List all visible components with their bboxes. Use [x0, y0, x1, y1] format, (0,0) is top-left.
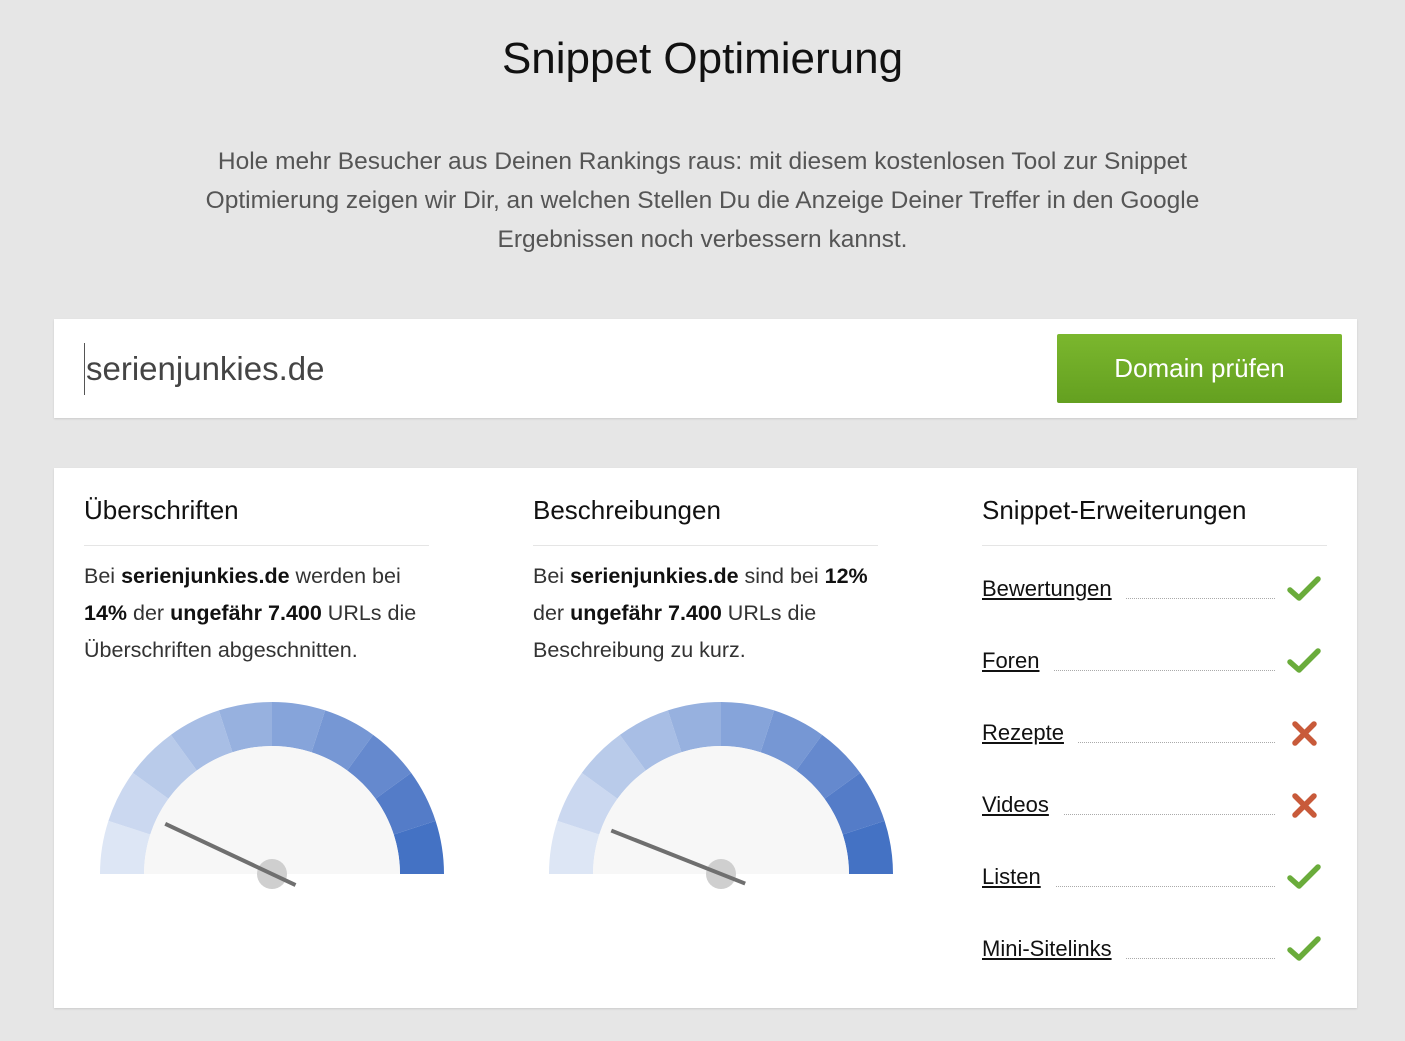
- extension-link-listen[interactable]: Listen: [982, 864, 1055, 890]
- gauge-needle: [610, 828, 746, 886]
- cross-icon: [1292, 793, 1317, 818]
- dotted-leader: [982, 742, 1275, 743]
- intro-text: Hole mehr Besucher aus Deinen Rankings r…: [205, 148, 1200, 253]
- text-fragment: sind bei: [738, 564, 825, 588]
- gauge-segment: [721, 702, 775, 753]
- gauge-segment: [557, 772, 618, 835]
- percent-value: 12%: [824, 564, 868, 588]
- extension-link-bewertungen[interactable]: Bewertungen: [982, 576, 1126, 602]
- dotted-leader: [982, 886, 1275, 887]
- search-card: Domain prüfen: [54, 319, 1357, 418]
- gauge-segment: [108, 772, 169, 835]
- gauge-segment: [619, 710, 682, 771]
- gauge-needle: [164, 821, 297, 887]
- domain-check-button[interactable]: Domain prüfen: [1057, 334, 1342, 403]
- gauge-segment: [375, 772, 436, 835]
- extension-link-videos[interactable]: Videos: [982, 792, 1063, 818]
- check-icon: [1287, 576, 1321, 601]
- descriptions-title: Beschreibungen: [533, 468, 878, 546]
- dotted-leader: [982, 670, 1275, 671]
- gauge-segment: [760, 710, 823, 771]
- gauge-segment: [311, 710, 374, 771]
- check-icon: [1287, 648, 1321, 673]
- extensions-title: Snippet-Erweiterungen: [982, 468, 1327, 546]
- extension-link-foren[interactable]: Foren: [982, 648, 1054, 674]
- domain-name: serienjunkies.de: [570, 564, 739, 588]
- headings-column: Überschriften Bei serienjunkies.de werde…: [84, 468, 444, 889]
- headings-title: Überschriften: [84, 468, 429, 546]
- gauge-segment: [796, 734, 861, 799]
- gauge-segment: [581, 734, 646, 799]
- extension-item: Foren: [982, 628, 1327, 700]
- domain-name: serienjunkies.de: [121, 564, 290, 588]
- text-fragment: der: [127, 601, 171, 625]
- page-title: Snippet Optimierung: [501, 34, 904, 83]
- extension-item: Videos: [982, 772, 1327, 844]
- gauge-segment: [272, 702, 326, 753]
- extension-item: Listen: [982, 844, 1327, 916]
- gauge-segment: [132, 734, 197, 799]
- gauge-face: [593, 746, 849, 874]
- text-fragment: URLs die Überschriften abgeschnitten.: [84, 601, 417, 662]
- check-icon: [1287, 936, 1321, 961]
- extension-item: Bewertungen: [982, 556, 1327, 628]
- gauge-segment: [667, 702, 721, 753]
- extension-item: Rezepte: [982, 700, 1327, 772]
- descriptions-column: Beschreibungen Bei serienjunkies.de sind…: [533, 468, 893, 889]
- dotted-leader: [982, 598, 1275, 599]
- gauge-segment: [393, 820, 444, 874]
- dotted-leader: [982, 814, 1275, 815]
- gauge-segment: [100, 820, 151, 874]
- text-fragment: Bei: [533, 564, 571, 588]
- text-fragment: der: [533, 601, 571, 625]
- text-fragment: werden bei: [289, 564, 401, 588]
- descriptions-gauge: [549, 702, 893, 889]
- headings-text: Bei serienjunkies.de werden bei 14% der …: [84, 558, 429, 669]
- extension-item: Mini-Sitelinks: [982, 916, 1327, 988]
- gauge-segment: [842, 820, 893, 874]
- url-count: ungefähr 7.400: [170, 601, 322, 625]
- cross-icon: [1292, 721, 1317, 746]
- gauge-segment: [218, 702, 272, 753]
- url-count: ungefähr 7.400: [570, 601, 722, 625]
- extensions-list: Bewertungen Foren Rezepte Videos Listen: [982, 556, 1327, 988]
- gauge-segment: [347, 734, 412, 799]
- headings-gauge: [100, 702, 444, 889]
- descriptions-text: Bei serienjunkies.de sind bei 12% der un…: [533, 558, 878, 669]
- dotted-leader: [982, 958, 1275, 959]
- gauge-segment: [549, 820, 600, 874]
- extension-link-rezepte[interactable]: Rezepte: [982, 720, 1078, 746]
- results-card: Überschriften Bei serienjunkies.de werde…: [54, 468, 1357, 1008]
- gauge-segment: [170, 710, 233, 771]
- text-fragment: URLs die Beschreibung zu kurz.: [533, 601, 817, 662]
- domain-input[interactable]: [84, 343, 1046, 395]
- extensions-column: Snippet-Erweiterungen Bewertungen Foren …: [982, 468, 1327, 988]
- text-fragment: Bei: [84, 564, 122, 588]
- percent-value: 14%: [84, 601, 128, 625]
- extension-link-mini-sitelinks[interactable]: Mini-Sitelinks: [982, 936, 1126, 962]
- gauge-segment: [824, 772, 885, 835]
- check-icon: [1287, 864, 1321, 889]
